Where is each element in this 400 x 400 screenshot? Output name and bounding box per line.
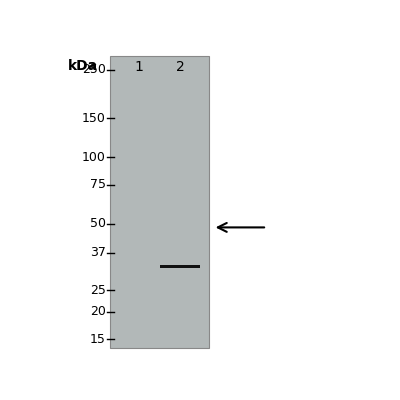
Text: 2: 2 <box>176 60 184 74</box>
Text: 75: 75 <box>90 178 106 191</box>
Text: kDa: kDa <box>68 59 98 73</box>
Text: 50: 50 <box>90 217 106 230</box>
Text: 150: 150 <box>82 112 106 125</box>
Text: 20: 20 <box>90 305 106 318</box>
Text: 100: 100 <box>82 151 106 164</box>
Bar <box>110 56 209 348</box>
Text: 15: 15 <box>90 332 106 346</box>
Text: 37: 37 <box>90 246 106 259</box>
Text: 1: 1 <box>135 60 144 74</box>
Bar <box>160 264 200 268</box>
Text: 25: 25 <box>90 284 106 297</box>
Text: 250: 250 <box>82 63 106 76</box>
